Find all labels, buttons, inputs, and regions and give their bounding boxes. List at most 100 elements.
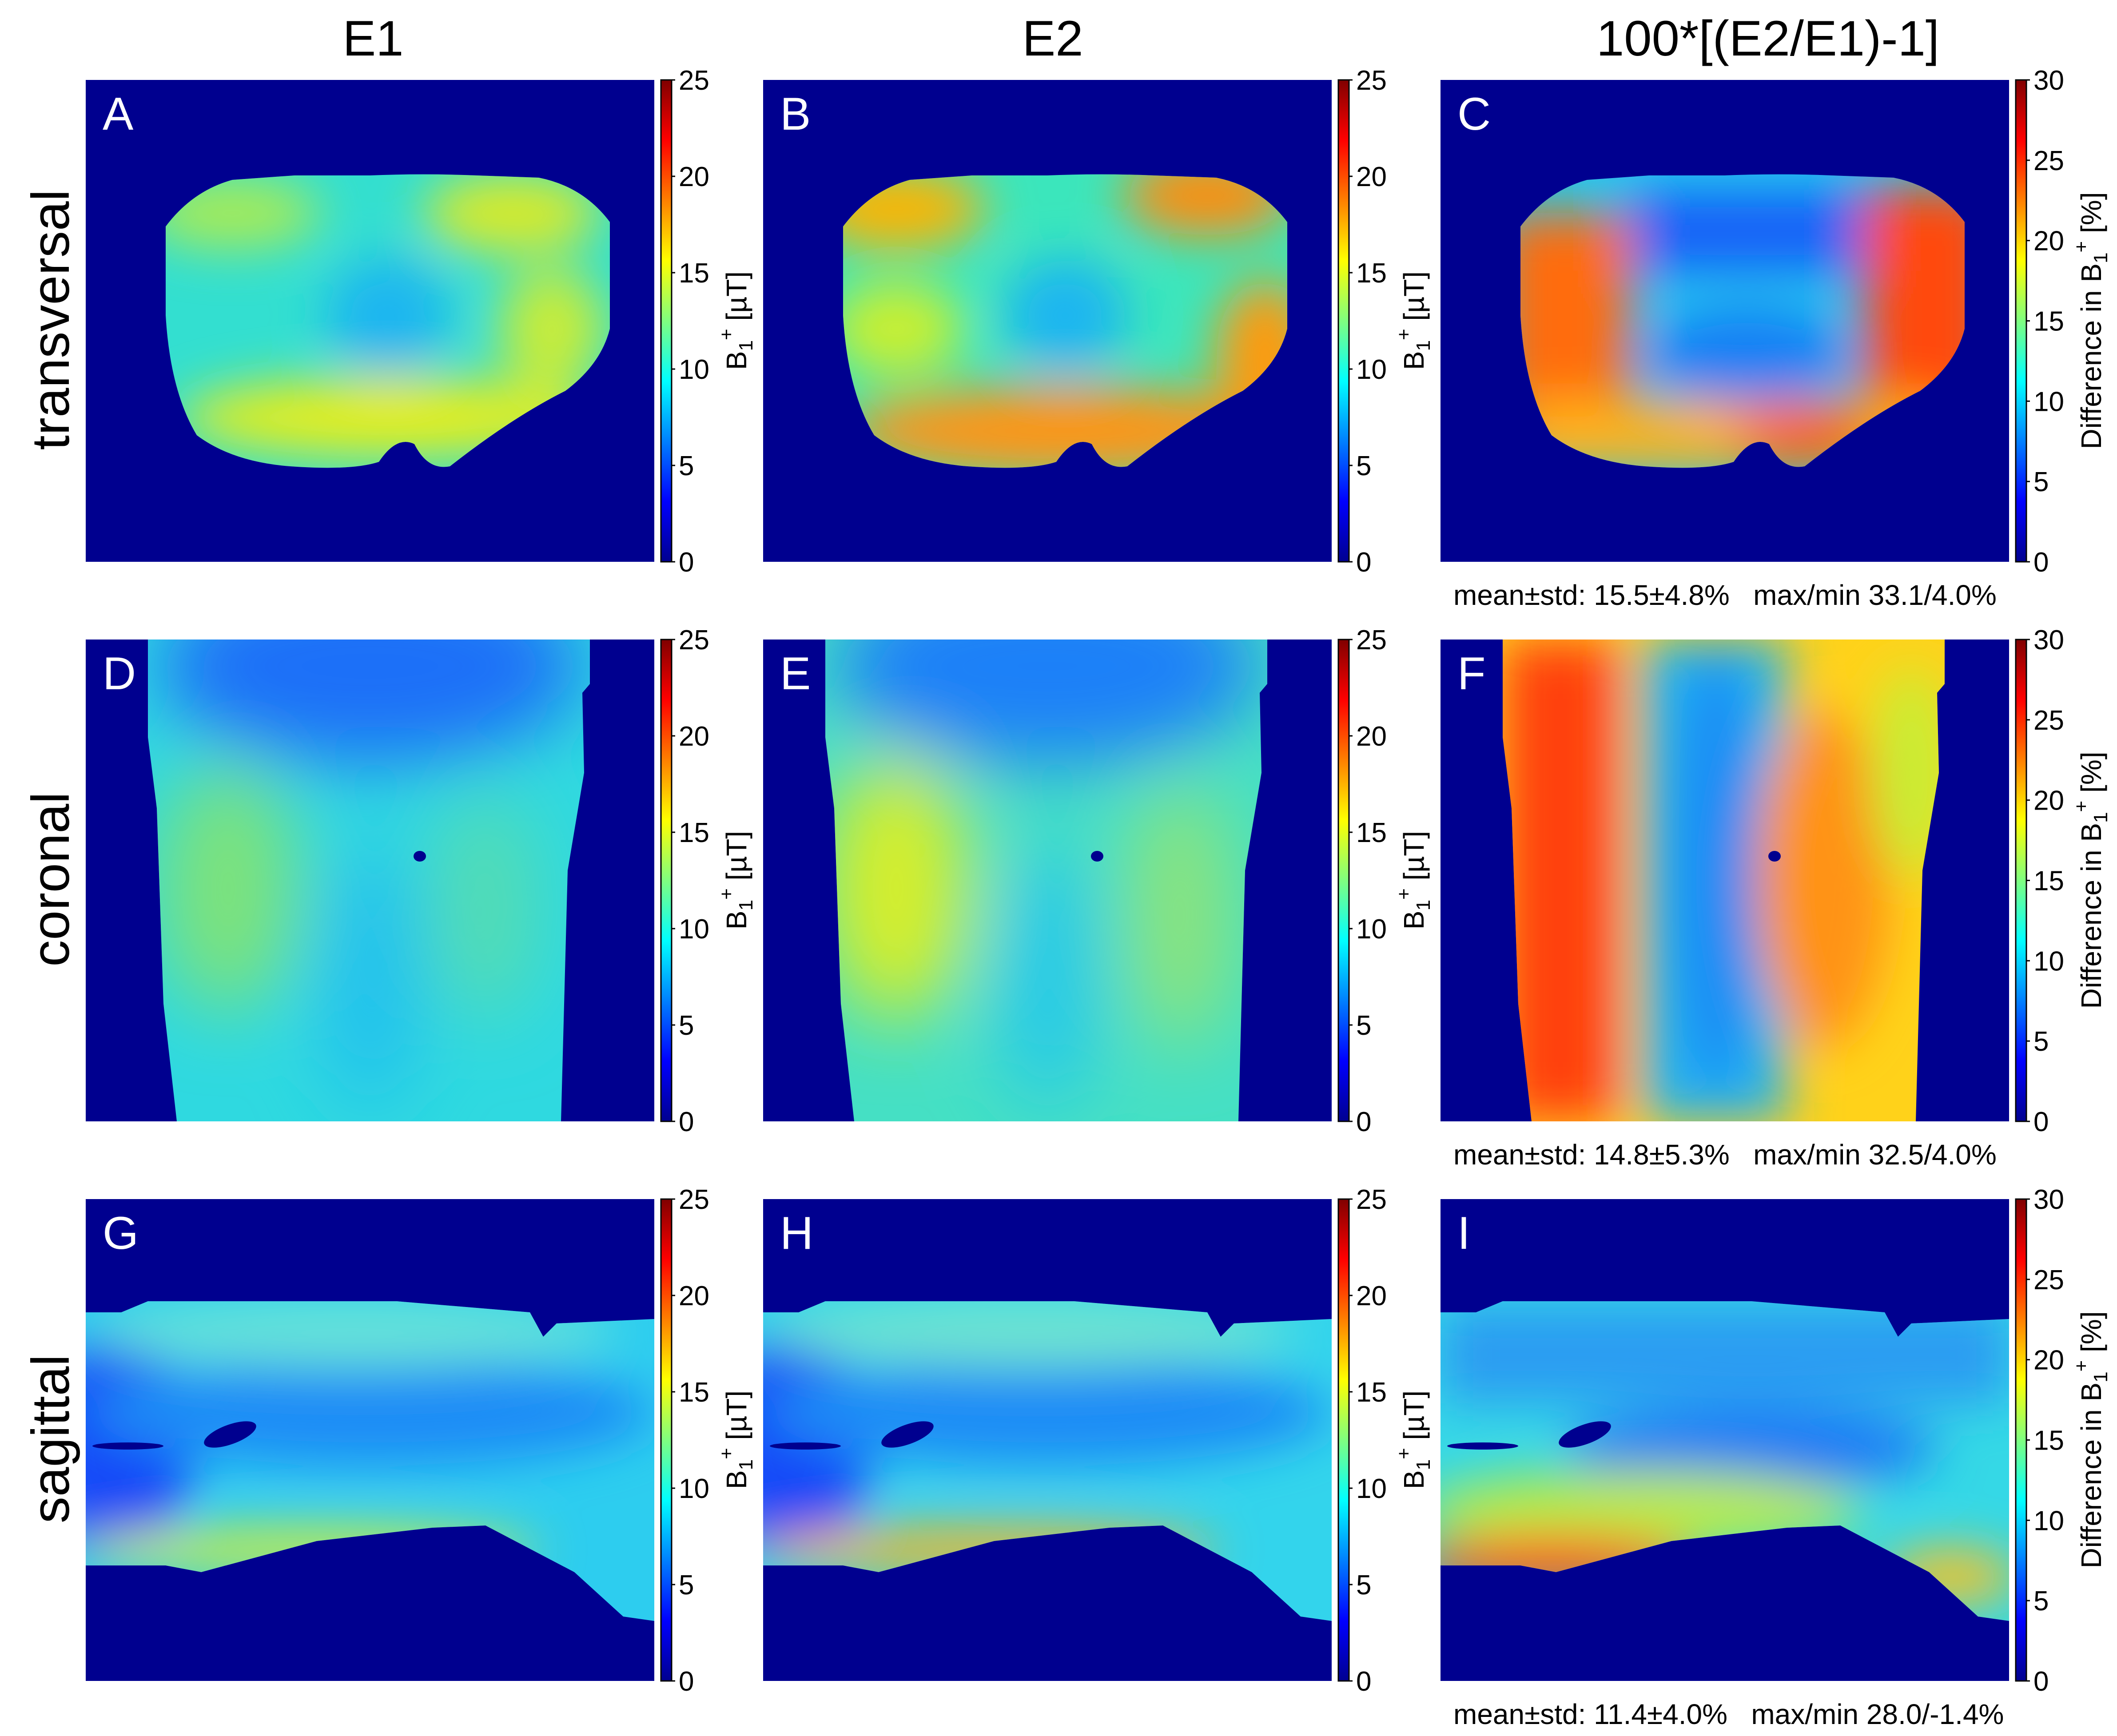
panel-a: A	[86, 80, 654, 562]
colorbar-a-label: B1+ [µT]	[716, 271, 757, 370]
panel-letter-i: I	[1457, 1208, 1470, 1259]
colorbar-c-ticks-tick-label-6: 30	[2033, 65, 2064, 96]
colorbar-i-ticks-tick-label-4: 20	[2033, 1345, 2064, 1376]
colorbar-c-ticks-tick-label-5: 25	[2033, 146, 2064, 176]
colorbar-i-ticks-tick-label-1: 5	[2033, 1586, 2049, 1617]
panel-letter-g: G	[103, 1208, 139, 1259]
colorbar-d-ticks-tick-label-4: 20	[679, 721, 709, 752]
colorbar-e-ticks-tick-label-4: 20	[1356, 721, 1387, 752]
colorbar-c-ticks-tick-label-3: 15	[2033, 306, 2064, 337]
colorbar-d-ticks: 0 5 10 15 20 25	[672, 625, 709, 1137]
colorbar-c-ticks-tick-label-4: 20	[2033, 226, 2064, 257]
colorbar-a-ticks-tick-label-1: 5	[679, 451, 694, 481]
colorbar-d-label: B1+ [µT]	[716, 831, 757, 930]
colorbar-i-ticks-tick-label-3: 15	[2033, 1426, 2064, 1456]
panel-g-hole	[204, 1421, 256, 1448]
colorbar-a-ticks-tick-label-5: 25	[679, 65, 709, 96]
colorbar-a-ticks-tick-label-3: 15	[679, 258, 709, 289]
colorbar-h-ticks-tick-label-4: 20	[1356, 1281, 1387, 1311]
colorbar-e-ticks-tick-label-5: 25	[1356, 625, 1387, 655]
panel-f: F	[1441, 640, 2009, 1121]
colorbar-e-ticks: 0 5 10 15 20 25	[1349, 625, 1387, 1137]
colorbar-e-ticks-tick-label-2: 10	[1356, 914, 1387, 945]
panel-c: C	[1441, 80, 2009, 562]
colorbar-c-ticks: 0 5 10 15 20 25 30	[2026, 65, 2064, 578]
panel-i: I	[1441, 1199, 2009, 1681]
row-title-sagittal: sagittal	[21, 1355, 80, 1523]
column-title-difference: 100*[(E2/E1)-1]	[1596, 11, 1939, 66]
colorbar-i-ticks-tick-label-2: 10	[2033, 1506, 2064, 1536]
panel-f-hole	[1768, 851, 1781, 862]
colorbar-g: 0 5 10 15 20 25 B1+ [µT]	[660, 1184, 757, 1697]
colorbar-d-ticks-tick-label-5: 25	[679, 625, 709, 655]
colorbar-f-ticks-tick-label-4: 20	[2033, 786, 2064, 816]
panel-letter-e: E	[780, 648, 811, 699]
colorbar-a-ticks-tick-label-0: 0	[679, 547, 694, 578]
colorbar-c-ticks-tick-label-1: 5	[2033, 467, 2049, 497]
colorbar-e-gradient	[1338, 640, 1349, 1121]
colorbar-i-label: Difference in B1+ [%]	[2070, 1311, 2112, 1568]
colorbar-f-ticks-tick-label-6: 30	[2033, 625, 2064, 655]
panel-i-hole-2	[1447, 1442, 1518, 1450]
colorbar-f-ticks-tick-label-1: 5	[2033, 1026, 2049, 1057]
colorbar-f-gradient	[2016, 640, 2026, 1121]
colorbar-d: 0 5 10 15 20 25 B1+ [µT]	[660, 625, 757, 1137]
colorbar-a-ticks-tick-label-2: 10	[679, 354, 709, 385]
colorbar-a-ticks: 0 5 10 15 20 25	[672, 65, 709, 578]
colorbar-i-ticks-tick-label-5: 25	[2033, 1265, 2064, 1295]
colorbar-h-ticks-tick-label-5: 25	[1356, 1184, 1387, 1215]
panel-f-difference-map	[1503, 640, 1945, 1121]
colorbar-b-ticks-tick-label-1: 5	[1356, 451, 1371, 481]
colorbar-e: 0 5 10 15 20 25 B1+ [µT]	[1337, 625, 1434, 1137]
colorbar-i-ticks-tick-label-0: 0	[2033, 1666, 2049, 1697]
colorbar-d-ticks-tick-label-0: 0	[679, 1107, 694, 1137]
colorbar-c-label: Difference in B1+ [%]	[2070, 192, 2112, 449]
colorbar-b-ticks-tick-label-0: 0	[1356, 547, 1371, 578]
panel-letter-b: B	[780, 88, 811, 140]
panel-b: B	[763, 80, 1332, 562]
colorbar-f-label: Difference in B1+ [%]	[2070, 751, 2112, 1009]
panel-d-hole	[414, 851, 426, 862]
colorbar-f-ticks: 0 5 10 15 20 25 30	[2026, 625, 2064, 1137]
colorbar-b-ticks-tick-label-5: 25	[1356, 65, 1387, 96]
colorbar-g-ticks-tick-label-2: 10	[679, 1474, 709, 1504]
colorbar-g-ticks-tick-label-5: 25	[679, 1184, 709, 1215]
colorbar-e-ticks-tick-label-0: 0	[1356, 1107, 1371, 1137]
colorbar-b: 0 5 10 15 20 25 B1+ [µT]	[1337, 65, 1434, 578]
panel-d-b1-map	[148, 640, 590, 1121]
row-title-transversal: transversal	[21, 190, 80, 450]
column-title-e1: E1	[343, 11, 404, 66]
colorbar-b-ticks: 0 5 10 15 20 25	[1349, 65, 1387, 578]
colorbar-d-ticks-tick-label-3: 15	[679, 818, 709, 848]
colorbar-c: 0 5 10 15 20 25 30 Difference in B1+ [%]	[2015, 65, 2112, 578]
colorbar-f-ticks-tick-label-2: 10	[2033, 946, 2064, 977]
colorbar-g-gradient	[661, 1199, 672, 1681]
colorbar-h-label: B1+ [µT]	[1393, 1390, 1434, 1489]
colorbar-i-gradient	[2016, 1199, 2026, 1681]
colorbar-h-ticks-tick-label-1: 5	[1356, 1570, 1371, 1601]
colorbar-i-ticks-tick-label-6: 30	[2033, 1184, 2064, 1215]
colorbar-f-ticks-tick-label-0: 0	[2033, 1107, 2049, 1137]
colorbar-b-ticks-tick-label-3: 15	[1356, 258, 1387, 289]
colorbar-d-ticks-tick-label-1: 5	[679, 1010, 694, 1041]
colorbar-a: 0 5 10 15 20 25 B1+ [µT]	[660, 65, 757, 578]
panel-letter-a: A	[103, 88, 134, 140]
colorbar-f-ticks-tick-label-3: 15	[2033, 866, 2064, 897]
colorbar-g-ticks-tick-label-3: 15	[679, 1377, 709, 1408]
panel-i-hole	[1559, 1421, 1611, 1448]
colorbar-h-ticks: 0 5 10 15 20 25	[1349, 1184, 1387, 1697]
colorbar-h: 0 5 10 15 20 25 B1+ [µT]	[1337, 1184, 1434, 1697]
colorbar-g-label: B1+ [µT]	[716, 1390, 757, 1489]
panel-e-b1-map	[825, 640, 1267, 1121]
colorbar-a-ticks-tick-label-4: 20	[679, 162, 709, 192]
colorbar-d-gradient	[661, 640, 672, 1121]
colorbar-b-ticks-tick-label-4: 20	[1356, 162, 1387, 192]
panel-h: H	[763, 1199, 1332, 1681]
colorbar-e-ticks-tick-label-1: 5	[1356, 1010, 1371, 1041]
colorbar-c-gradient	[2016, 80, 2026, 562]
panel-letter-f: F	[1457, 648, 1486, 699]
colorbar-g-ticks: 0 5 10 15 20 25	[672, 1184, 709, 1697]
colorbar-c-ticks-tick-label-2: 10	[2033, 386, 2064, 417]
stats-coronal: mean±std: 14.8±5.3% max/min 32.5/4.0%	[1453, 1139, 1997, 1171]
colorbar-i-ticks: 0 5 10 15 20 25 30	[2026, 1184, 2064, 1697]
